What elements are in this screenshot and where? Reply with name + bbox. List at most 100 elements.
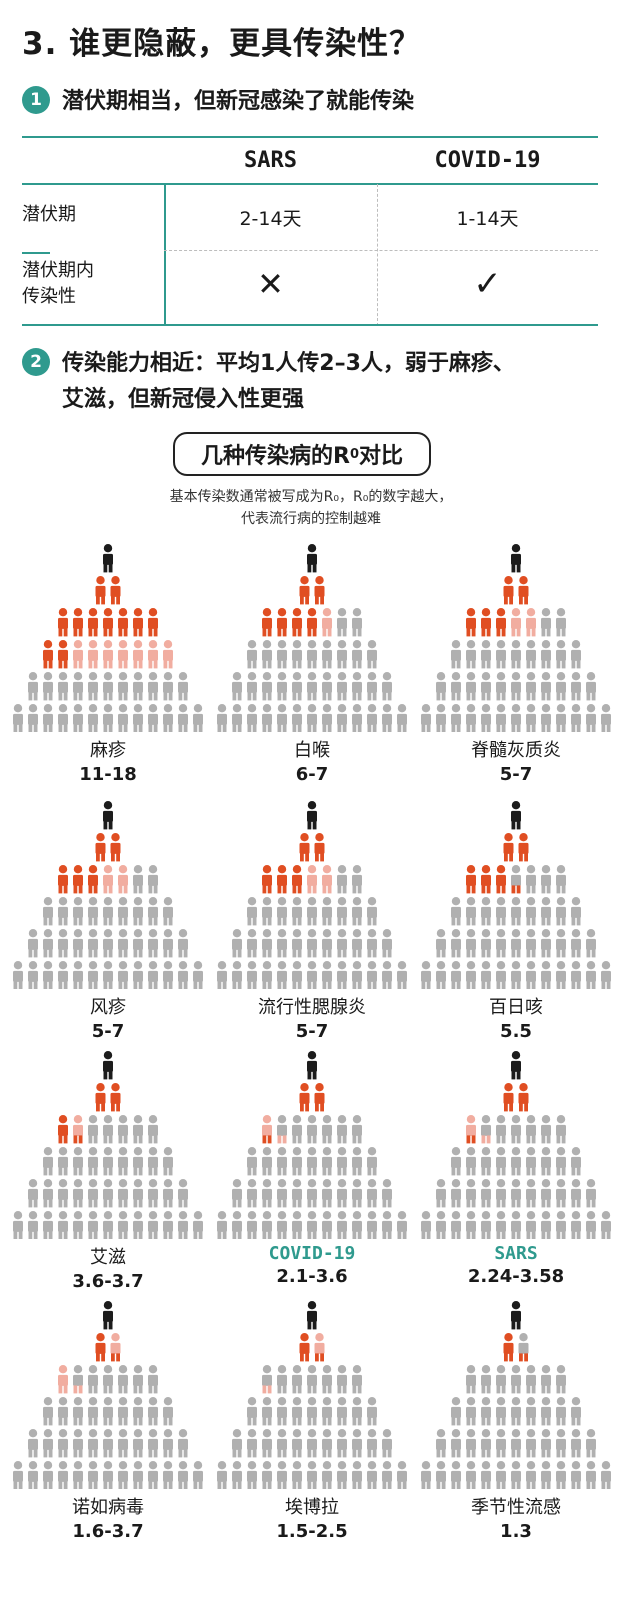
person-icon (466, 1461, 476, 1489)
person-icon (571, 1429, 581, 1458)
person-icon (133, 704, 143, 732)
person-icon (526, 1429, 536, 1458)
person-icon (571, 1179, 581, 1208)
person-icon (58, 1211, 68, 1239)
person-icon (163, 1179, 173, 1208)
person-icon (163, 704, 173, 732)
person-icon (58, 1461, 68, 1489)
person-icon (178, 672, 188, 701)
person-icon (58, 1365, 68, 1394)
person-icon (277, 1365, 287, 1394)
check-icon: ✓ (473, 264, 502, 304)
person-icon (526, 608, 536, 637)
disease-name: 白喉 (294, 740, 330, 761)
section-1-text: 潜伏期相当，但新冠感染了就能传染 (62, 89, 415, 114)
person-icon (451, 1397, 461, 1426)
person-icon (178, 1179, 188, 1208)
person-icon (466, 608, 476, 637)
person-icon (43, 1461, 53, 1489)
person-icon (322, 961, 332, 989)
person-icon (232, 929, 242, 958)
section-2-text-line: 艾滋，但新冠侵入性更强 (62, 387, 305, 412)
person-icon (466, 1211, 476, 1239)
person-icon (367, 704, 377, 732)
person-icon (277, 1397, 287, 1426)
person-icon (307, 608, 317, 637)
r0-pyramid-card: 脊髓灰质炎 5-7 (416, 540, 616, 785)
person-icon (541, 1211, 551, 1239)
person-icon (397, 1211, 407, 1239)
disease-name: 流行性腮腺炎 (258, 997, 366, 1018)
person-icon (148, 608, 158, 637)
person-icon (133, 608, 143, 637)
person-icon (232, 1429, 242, 1458)
person-icon (511, 1397, 521, 1426)
person-icon (307, 1051, 317, 1080)
person-icon (556, 1397, 566, 1426)
person-icon (43, 1147, 53, 1176)
person-icon (148, 929, 158, 958)
person-icon (43, 640, 53, 669)
person-icon (73, 1147, 83, 1176)
person-icon (337, 608, 347, 637)
person-icon (496, 1365, 506, 1394)
person-icon (307, 929, 317, 958)
person-pyramid (217, 1051, 407, 1239)
person-icon (556, 865, 566, 894)
person-icon (73, 608, 83, 637)
person-icon (73, 1365, 83, 1394)
person-icon (118, 1429, 128, 1458)
person-icon (118, 1179, 128, 1208)
person-icon (262, 961, 272, 989)
person-icon (421, 961, 431, 989)
person-icon (436, 704, 446, 732)
cell-sars-incubation: 2-14天 (239, 208, 302, 230)
person-icon (118, 640, 128, 669)
person-icon (148, 640, 158, 669)
person-icon (451, 1147, 461, 1176)
person-icon (58, 1397, 68, 1426)
person-icon (277, 640, 287, 669)
person-icon (526, 1147, 536, 1176)
person-icon (382, 1211, 392, 1239)
disease-name: 脊髓灰质炎 (471, 740, 561, 761)
person-icon (322, 1397, 332, 1426)
disease-name: 百日咳 (489, 997, 543, 1018)
person-icon (337, 1115, 347, 1144)
person-icon (103, 1147, 113, 1176)
person-icon (541, 704, 551, 732)
person-icon (133, 1397, 143, 1426)
person-icon (247, 704, 257, 732)
table-top-rule (22, 136, 598, 138)
person-icon (277, 1147, 287, 1176)
person-icon (133, 1211, 143, 1239)
person-icon (307, 1397, 317, 1426)
person-icon (247, 961, 257, 989)
person-icon (586, 1211, 596, 1239)
person-icon (367, 1429, 377, 1458)
person-icon (28, 961, 38, 989)
person-icon (586, 1461, 596, 1489)
person-icon (571, 929, 581, 958)
person-icon (247, 897, 257, 926)
person-icon (193, 961, 203, 989)
r0-title-text: 几种传染病的R (200, 444, 350, 469)
person-icon (586, 1429, 596, 1458)
person-icon (314, 1083, 325, 1112)
person-icon (133, 1147, 143, 1176)
person-icon (337, 704, 347, 732)
person-icon (232, 1461, 242, 1489)
person-icon (262, 1397, 272, 1426)
person-icon (193, 1461, 203, 1489)
person-icon (352, 1147, 362, 1176)
person-icon (148, 1179, 158, 1208)
person-icon (28, 1429, 38, 1458)
person-icon (118, 865, 128, 894)
person-icon (103, 1301, 113, 1330)
person-icon (292, 1115, 302, 1144)
person-icon (292, 929, 302, 958)
person-icon (178, 961, 188, 989)
person-icon (262, 1179, 272, 1208)
person-icon (601, 961, 611, 989)
person-icon (511, 801, 521, 830)
